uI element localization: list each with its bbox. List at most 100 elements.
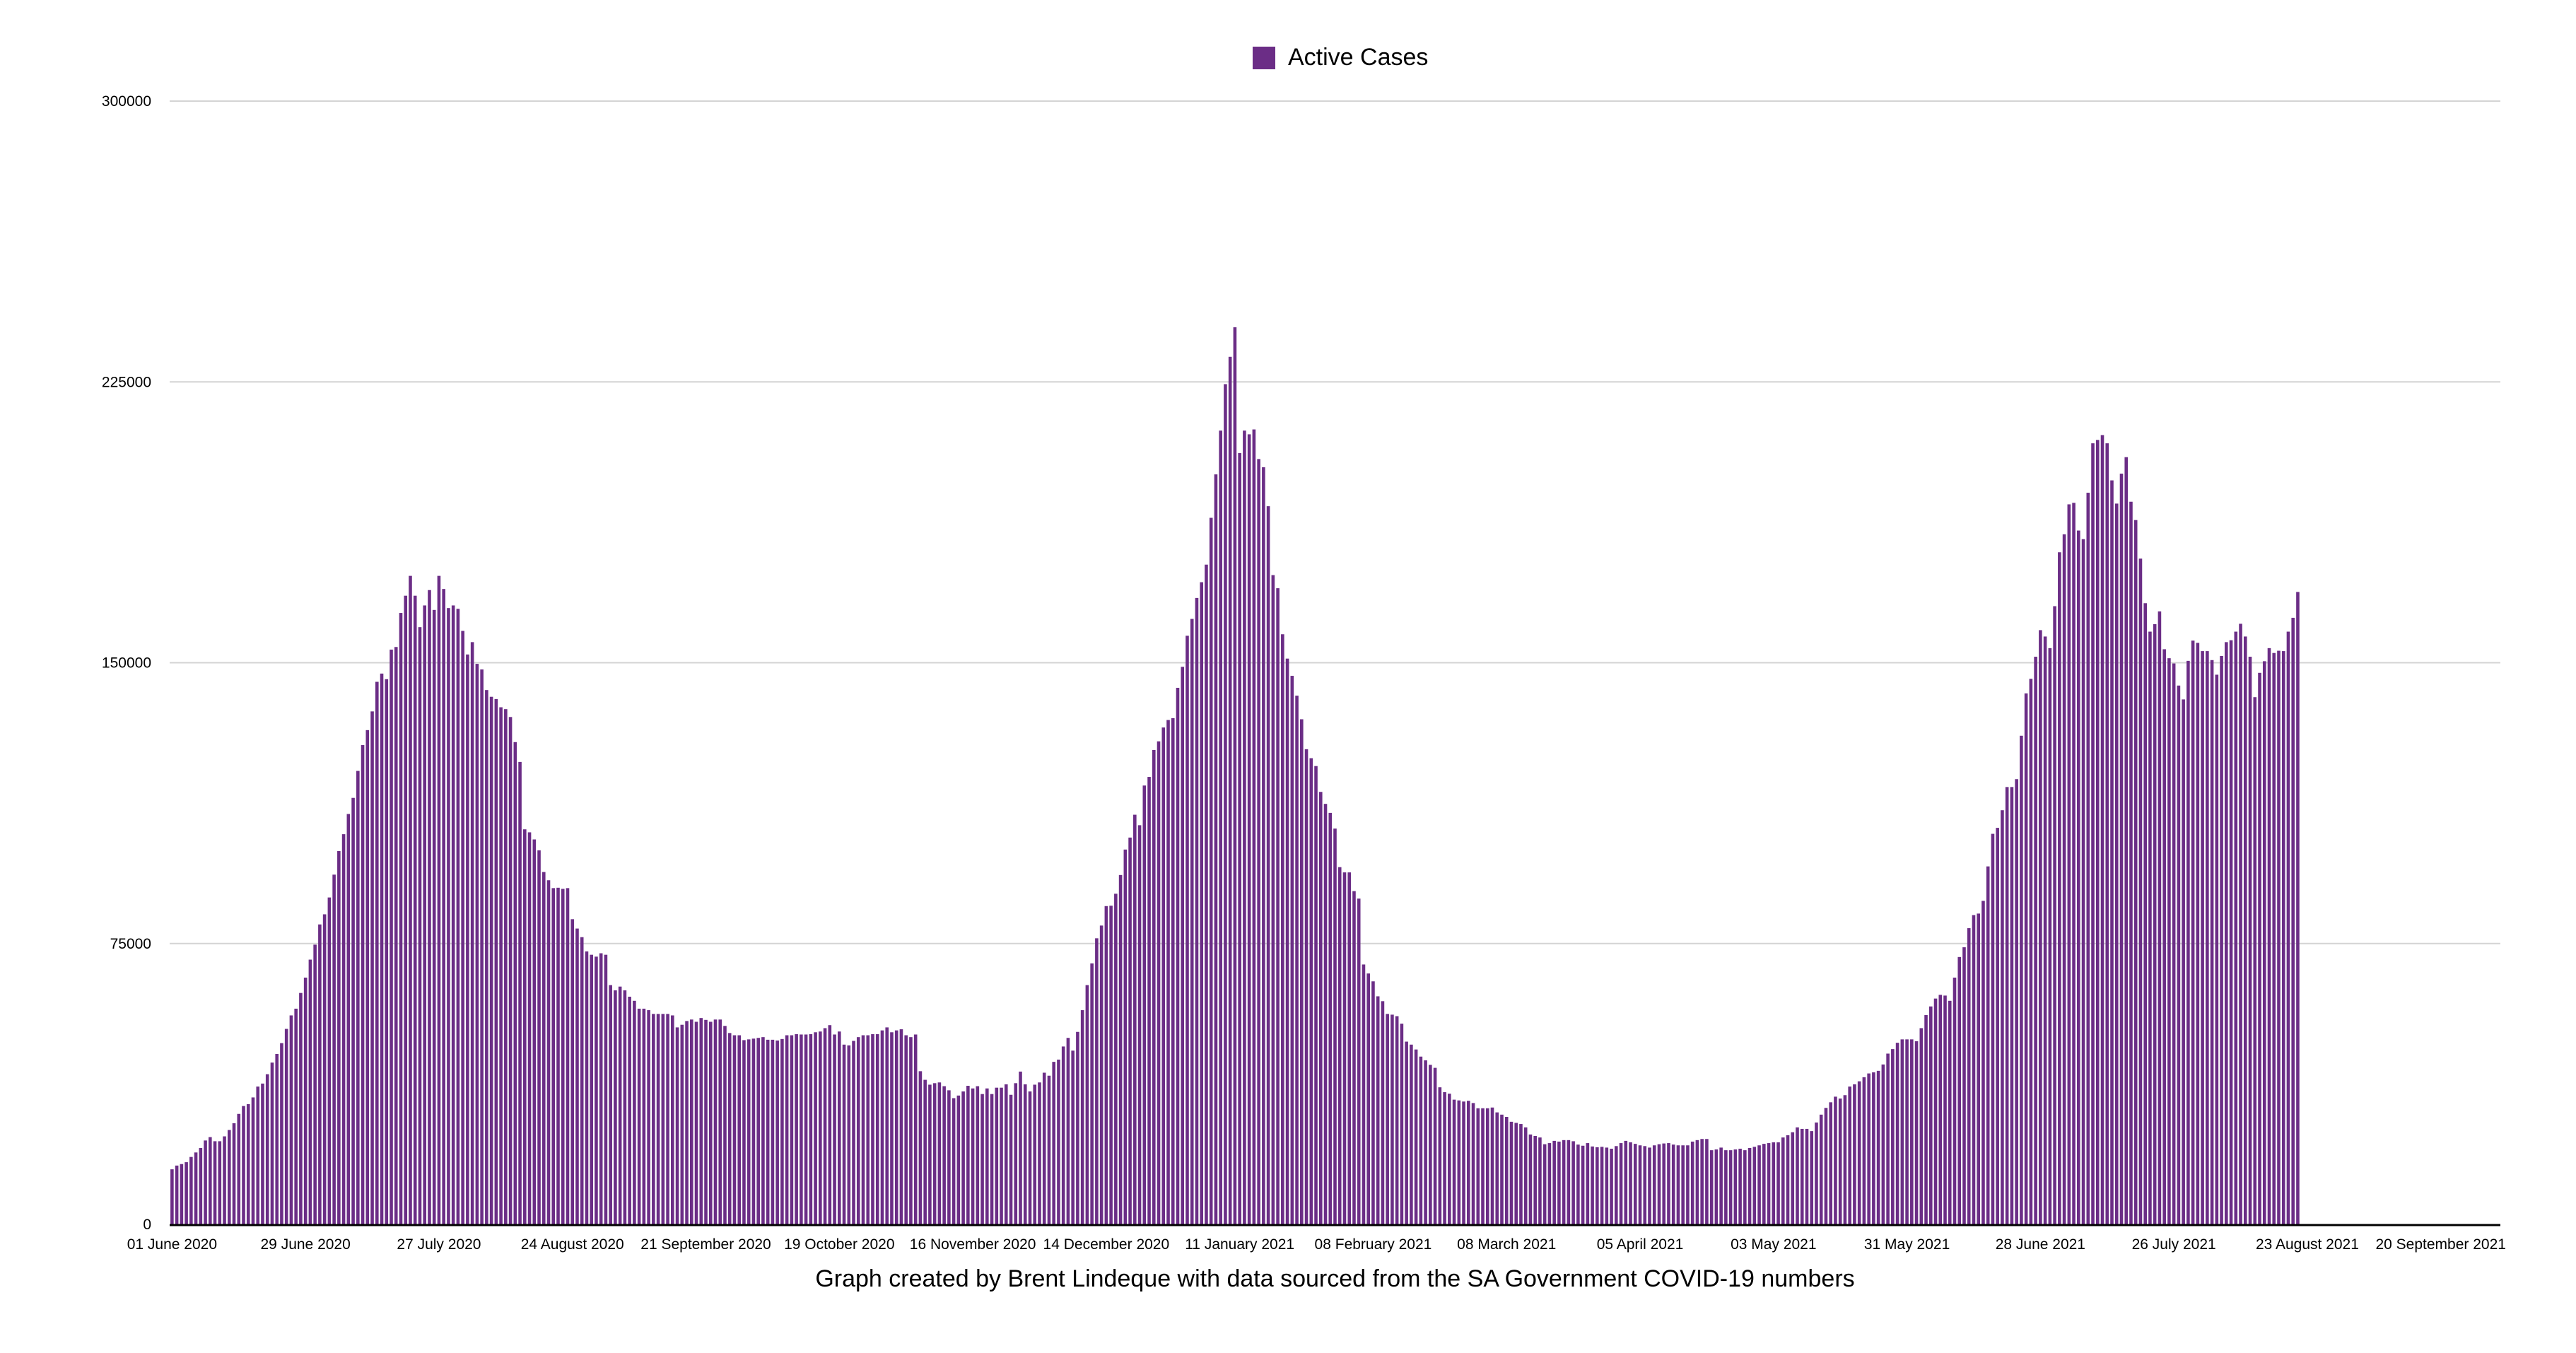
bar (785, 1035, 789, 1224)
bar (318, 924, 322, 1224)
bar (1128, 837, 1132, 1224)
bar (761, 1037, 765, 1224)
bar (1366, 973, 1370, 1224)
bar (180, 1164, 184, 1224)
bar (1557, 1141, 1561, 1224)
bar (2258, 672, 2261, 1224)
bar (2272, 652, 2276, 1224)
bar (1605, 1147, 1609, 1224)
bar (518, 761, 522, 1224)
bar (204, 1140, 207, 1224)
bar (2005, 787, 2009, 1224)
bar (1676, 1145, 1680, 1224)
bar (351, 797, 355, 1224)
bar (508, 717, 513, 1224)
bar (1080, 1010, 1084, 1224)
bar (623, 990, 627, 1224)
bar (2110, 480, 2114, 1225)
x-tick-label: 23 August 2021 (2256, 1236, 2359, 1253)
bar (551, 888, 556, 1224)
bar (685, 1021, 689, 1224)
bar (780, 1038, 784, 1224)
bar (1805, 1128, 1809, 1224)
bar (1919, 1028, 1924, 1224)
bar (1405, 1041, 1408, 1224)
x-tick-label: 11 January 2021 (1185, 1236, 1294, 1253)
bar (346, 814, 351, 1224)
bar (2210, 660, 2214, 1224)
bar (980, 1094, 984, 1224)
bar (1471, 1103, 1475, 1224)
bar (2253, 697, 2257, 1224)
bar (727, 1033, 732, 1224)
bar (990, 1094, 994, 1224)
bar (1933, 998, 1938, 1224)
bar (322, 914, 327, 1224)
bar (1943, 995, 1947, 1224)
bar (1433, 1067, 1437, 1224)
bar (1567, 1140, 1571, 1224)
bar (1295, 696, 1299, 1224)
bar (828, 1025, 832, 1224)
bar (275, 1054, 279, 1224)
bar (2182, 699, 2185, 1224)
bar (1881, 1064, 1885, 1224)
bar (675, 1027, 679, 1224)
bar (251, 1097, 255, 1224)
bar (1157, 741, 1161, 1224)
x-tick-label: 14 December 2020 (1043, 1236, 1170, 1253)
bar (1095, 938, 1099, 1224)
bar (1662, 1143, 1666, 1224)
bar (2196, 643, 2200, 1224)
bar (1643, 1146, 1647, 1224)
bar (232, 1123, 236, 1224)
bar (1219, 430, 1222, 1224)
bar (618, 986, 622, 1224)
bar (223, 1136, 226, 1224)
x-tick-label: 24 August 2020 (521, 1236, 624, 1253)
bar (1071, 1050, 1075, 1224)
bar (708, 1021, 713, 1224)
bar (1243, 430, 1246, 1224)
bar (1991, 833, 1995, 1224)
bar (1171, 718, 1175, 1224)
bar (1500, 1114, 1504, 1224)
bar (942, 1086, 946, 1224)
bar (852, 1041, 855, 1224)
bar (2100, 435, 2104, 1224)
bar (1252, 429, 1256, 1225)
bar (1719, 1147, 1723, 1224)
bar (2072, 503, 2076, 1224)
bar (1648, 1147, 1651, 1224)
bar (2220, 655, 2223, 1224)
bar (1962, 947, 1966, 1224)
bar (418, 627, 422, 1224)
bar (680, 1024, 684, 1224)
bar (1276, 588, 1280, 1224)
bars-active-cases (170, 327, 2300, 1225)
bar (394, 647, 398, 1224)
bar (1652, 1145, 1656, 1224)
bar (1476, 1108, 1480, 1224)
bar (1591, 1146, 1594, 1224)
bar (1238, 452, 1241, 1224)
y-tick-label: 300000 (102, 93, 151, 110)
bar (928, 1084, 932, 1224)
bar (475, 664, 479, 1224)
bar (1205, 564, 1208, 1224)
bar (661, 1014, 665, 1224)
bar (299, 992, 303, 1224)
bar (1571, 1141, 1575, 1224)
bar (838, 1031, 841, 1224)
bar (1547, 1143, 1552, 1224)
bar (1019, 1071, 1022, 1224)
bar (1038, 1082, 1041, 1224)
bar (280, 1043, 283, 1224)
y-tick-label: 0 (143, 1217, 151, 1233)
bar (2034, 657, 2037, 1224)
bar (856, 1037, 860, 1224)
bar (209, 1137, 212, 1224)
bar (1109, 906, 1113, 1224)
bar (1000, 1087, 1003, 1224)
bar (1800, 1128, 1804, 1224)
